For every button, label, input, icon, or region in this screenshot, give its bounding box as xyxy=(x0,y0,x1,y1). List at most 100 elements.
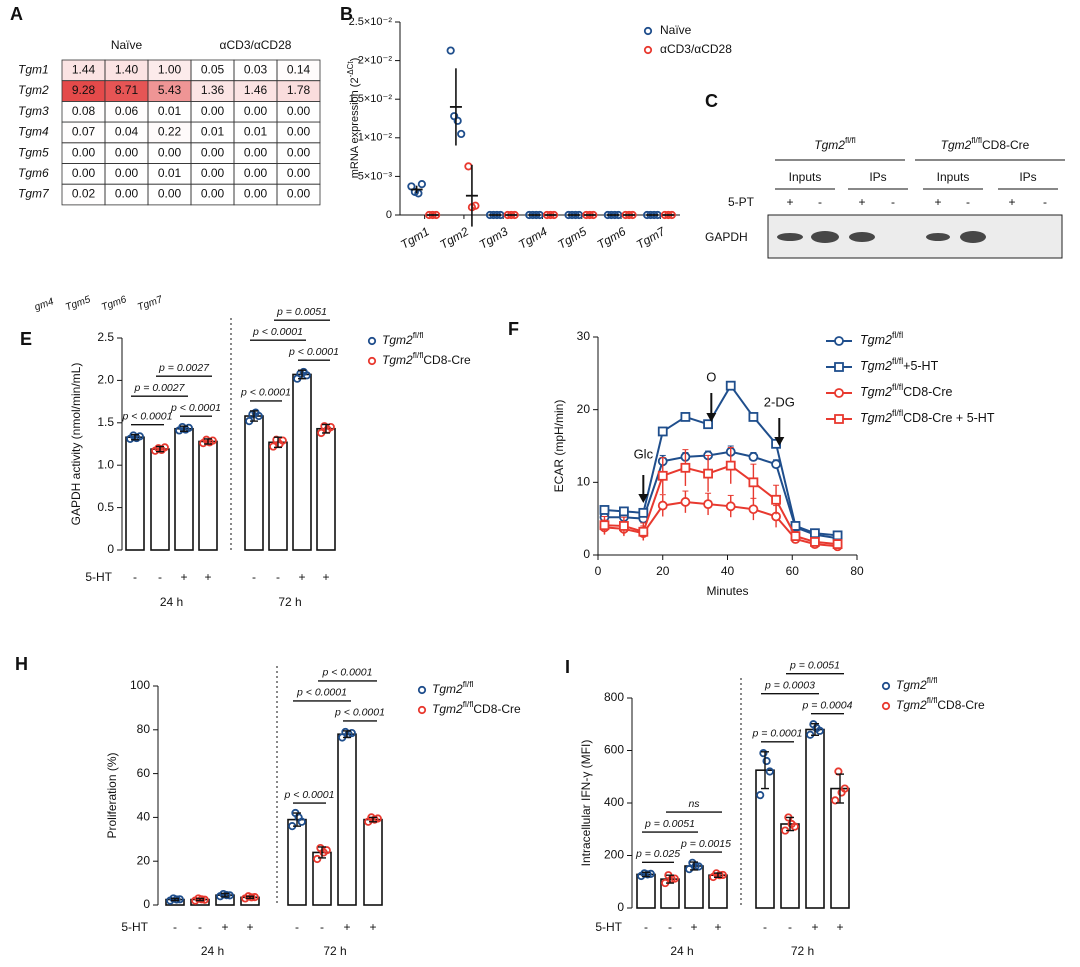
legend-label: Naïve xyxy=(660,23,692,37)
y-tick-label: 0 xyxy=(143,897,150,911)
panel-label: H xyxy=(15,654,28,674)
bar xyxy=(198,440,218,551)
data-point xyxy=(302,371,311,380)
data-point xyxy=(715,871,724,880)
y-axis-title: mRNA expression (2-ΔCt) xyxy=(346,58,361,179)
y-axis-title: Intracellular IFN-γ (MFI) xyxy=(579,740,593,867)
superscript: fl/fl xyxy=(971,135,982,145)
data-marker xyxy=(748,412,759,422)
y-tick-label: 80 xyxy=(137,722,151,736)
data-point xyxy=(313,854,322,864)
cell-value: 1.44 xyxy=(72,63,96,77)
y-tick-label: 200 xyxy=(604,848,624,862)
cell-value: 0.00 xyxy=(287,104,311,118)
cell-value: 8.71 xyxy=(115,83,139,97)
name-suffix: CD8-Cre xyxy=(937,698,985,712)
cell-value: 0.04 xyxy=(115,125,139,139)
gene-name: Tgm2 xyxy=(860,411,892,425)
data-point xyxy=(762,756,771,766)
y-tick-label: 0 xyxy=(386,209,392,221)
cell-value: 0.00 xyxy=(115,187,139,201)
data-point xyxy=(184,423,193,432)
subheader: IPs xyxy=(869,170,886,184)
name-label: Tgm2fl/fl xyxy=(382,330,424,347)
data-point xyxy=(172,895,181,904)
cell-value: 0.01 xyxy=(158,166,182,180)
treatment-label: - xyxy=(133,570,137,584)
superscript: fl/fl xyxy=(413,350,424,360)
data-marker xyxy=(748,477,759,488)
cell-value: 1.00 xyxy=(158,63,182,77)
treatment-name: 5-HT xyxy=(121,920,148,934)
cell-value: 1.36 xyxy=(201,83,225,97)
y-tick-label: 20 xyxy=(577,402,591,416)
cell-value: 0.14 xyxy=(287,63,311,77)
group-label: 24 h xyxy=(670,944,693,958)
x-tick-label: Tgm3 xyxy=(477,224,511,252)
name-label: Tgm2fl/fl xyxy=(814,135,856,152)
data-marker xyxy=(748,504,759,515)
cell-value: 0.00 xyxy=(287,187,311,201)
significance-label: ns xyxy=(688,798,700,810)
lane-label: + xyxy=(934,195,941,209)
data-point xyxy=(250,893,259,902)
data-marker xyxy=(680,462,691,473)
data-point xyxy=(790,822,799,831)
panel-label: F xyxy=(508,319,519,339)
bar xyxy=(268,441,288,551)
data-marker xyxy=(599,505,610,515)
cell-value: 0.00 xyxy=(244,104,268,118)
data-point xyxy=(457,129,466,139)
data-point xyxy=(200,895,209,904)
gene-name: Tgm2 xyxy=(382,353,413,367)
subheader: Inputs xyxy=(789,170,822,184)
data-point xyxy=(208,436,217,445)
y-tick-label: 0 xyxy=(583,547,590,561)
significance-label: p < 0.0001 xyxy=(284,789,335,801)
treatment-label: + xyxy=(343,920,350,934)
data-point xyxy=(685,865,694,874)
data-point xyxy=(464,162,473,171)
data-point xyxy=(670,874,679,883)
data-point xyxy=(694,862,703,871)
significance-label: p < 0.0001 xyxy=(122,410,173,422)
name-suffix: CD8-Cre xyxy=(473,702,521,716)
legend-label: αCD3/αCD28 xyxy=(660,42,732,56)
column-group: Naïve xyxy=(111,38,143,52)
data-marker xyxy=(703,468,713,479)
y-tick-label: 2.0 xyxy=(97,373,114,387)
cell-value: 0.00 xyxy=(244,145,268,159)
cell-value: 0.05 xyxy=(201,63,225,77)
cell-value: 0.00 xyxy=(287,166,311,180)
significance-label: p < 0.0001 xyxy=(288,346,339,358)
column-group: αCD3/αCD28 xyxy=(220,38,292,52)
row-label: Tgm6 xyxy=(18,166,49,180)
superscript: fl/fl xyxy=(892,408,903,418)
name-label: Tgm2fl/fl xyxy=(896,675,938,692)
panel-label: B xyxy=(340,4,353,24)
bar xyxy=(244,415,264,551)
significance-label: p = 0.0051 xyxy=(644,818,695,830)
y-tick-label: 60 xyxy=(137,766,151,780)
lane-label: - xyxy=(891,195,895,209)
data-point xyxy=(197,895,206,904)
data-point xyxy=(646,869,655,878)
cell-value: 0.00 xyxy=(158,145,182,159)
annotation: O xyxy=(706,369,716,384)
row-label: Tgm4 xyxy=(18,125,49,139)
treatment-label: + xyxy=(221,920,228,934)
y-title-sup: -ΔCt xyxy=(346,61,355,78)
treatment-label: + xyxy=(322,570,329,584)
gene-name: Tgm2 xyxy=(814,138,845,152)
significance-label: p < 0.0001 xyxy=(170,402,221,414)
treatment-label: - xyxy=(763,920,767,934)
y-tick-label: 2.5 xyxy=(97,330,114,344)
subheader: Inputs xyxy=(937,170,970,184)
treatment-label: - xyxy=(320,920,324,934)
significance-label: p = 0.0001 xyxy=(752,728,803,740)
data-marker xyxy=(790,521,801,531)
name-label: Tgm2fl/fl xyxy=(432,679,474,696)
data-marker xyxy=(725,460,736,471)
y-title-text: mRNA expression (2 xyxy=(349,77,361,178)
